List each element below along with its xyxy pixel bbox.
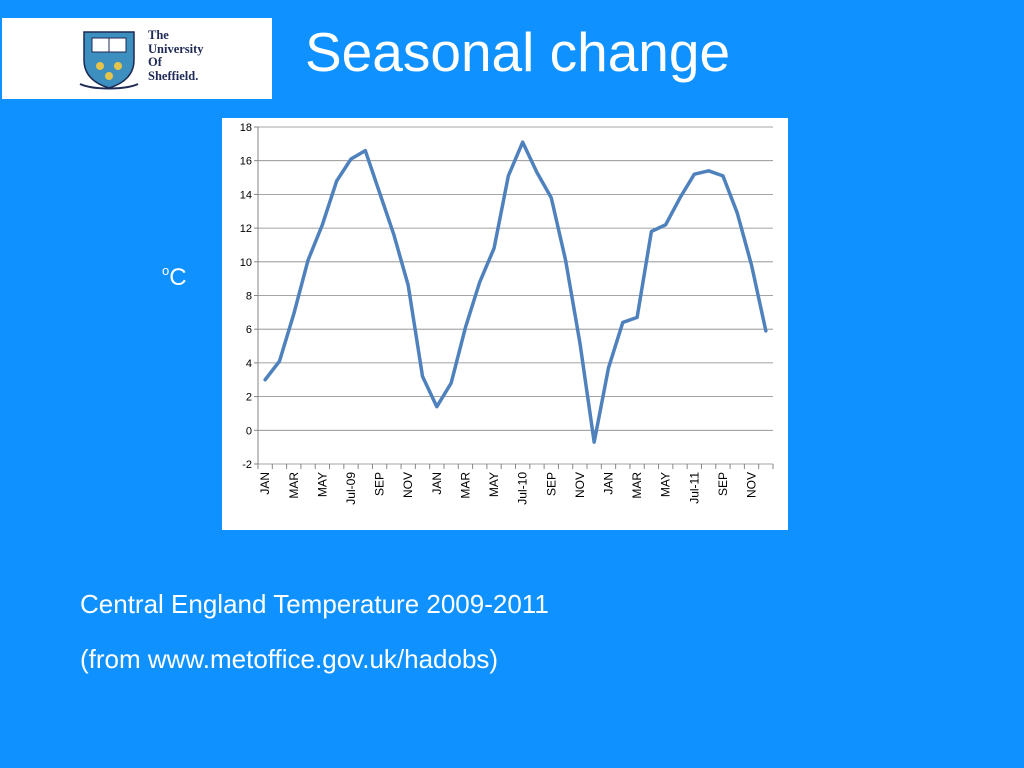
x-tick-label: MAY xyxy=(315,472,329,497)
y-tick-label: 2 xyxy=(246,392,252,404)
chart-source: (from www.metoffice.gov.uk/hadobs) xyxy=(80,644,499,674)
university-name-line: The xyxy=(148,28,169,42)
x-tick-label: Jul-11 xyxy=(687,472,701,504)
university-logo: The University Of Sheffield. xyxy=(2,18,272,99)
x-tick-label: SEP xyxy=(716,472,730,496)
y-axis-unit-label: oC xyxy=(162,256,187,293)
x-tick-label: SEP xyxy=(544,472,558,496)
slide-title: Seasonal change xyxy=(305,21,731,83)
x-tick-label: NOV xyxy=(573,472,587,498)
university-name: The University Of Sheffield. xyxy=(148,28,204,83)
x-tick-label: SEP xyxy=(373,472,387,496)
x-tick-label: MAY xyxy=(487,472,501,497)
university-name-line: University xyxy=(148,41,204,56)
temperature-series-line xyxy=(263,140,768,444)
y-tick-label: 6 xyxy=(246,324,252,336)
x-tick-label: JAN xyxy=(430,472,444,495)
y-tick-label: 16 xyxy=(240,156,252,168)
university-name-line: Of xyxy=(148,55,162,69)
x-tick-label: MAR xyxy=(630,472,644,499)
chart-caption: Central England Temperature 2009-2011 xyxy=(80,589,549,619)
unit-text: C xyxy=(169,264,187,291)
x-tick-label: NOV xyxy=(745,472,759,498)
university-name-line: Sheffield. xyxy=(148,68,199,83)
x-tick-label: NOV xyxy=(401,472,415,498)
x-tick-label: MAY xyxy=(659,472,673,497)
temperature-line-chart: -2 0 2 4 6 8 10 12 14 16 18 JAN MAR MAY Jul-09 SEP NOV JA… xyxy=(240,122,774,505)
y-tick-label: 18 xyxy=(240,122,252,134)
chart-panel: -2 0 2 4 6 8 10 12 14 16 18 JAN MAR MAY Jul-09 SEP NOV JA… xyxy=(222,118,788,530)
y-tick-label: 10 xyxy=(240,257,252,269)
y-tick-label: 8 xyxy=(246,291,252,303)
x-tick-label: JAN xyxy=(258,472,272,495)
x-tick-label: Jul-09 xyxy=(344,472,358,505)
y-tick-label: 12 xyxy=(240,223,252,235)
y-tick-label: 0 xyxy=(246,425,252,437)
y-tick-label: 4 xyxy=(246,358,252,370)
x-tick-label: Jul-10 xyxy=(516,472,530,505)
x-tick-label: MAR xyxy=(458,472,472,499)
x-tick-label: MAR xyxy=(287,472,301,499)
y-tick-label: -2 xyxy=(242,459,252,471)
degree-superscript: o xyxy=(162,263,170,278)
y-tick-label: 14 xyxy=(240,189,252,201)
x-tick-label: JAN xyxy=(601,472,615,495)
university-crest-icon xyxy=(79,31,139,90)
